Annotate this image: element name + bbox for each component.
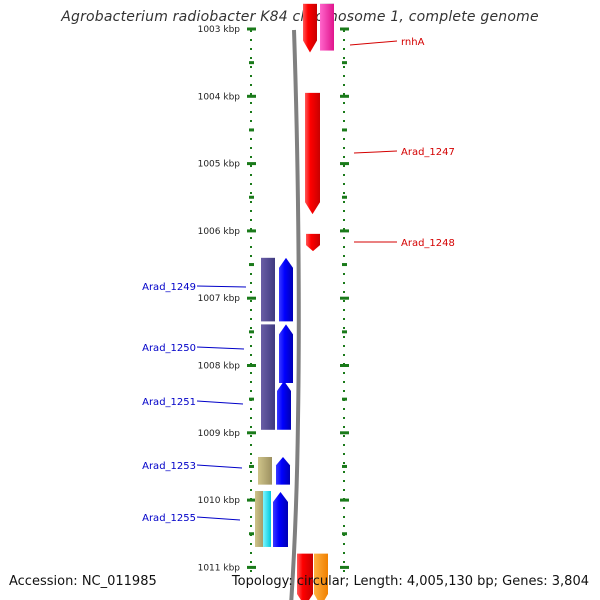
left-minor-tick bbox=[249, 532, 254, 536]
left-minor-tick bbox=[249, 128, 254, 132]
gene-box-arad-1250 bbox=[261, 324, 275, 430]
right-minor-tick bbox=[342, 397, 347, 401]
genome-summary: Topology: circular; Length: 4,005,130 bp… bbox=[231, 574, 589, 589]
gene-features bbox=[255, 3, 334, 600]
gene-arrow-arad-1247[interactable] bbox=[305, 92, 320, 215]
right-tick-mark bbox=[340, 565, 349, 569]
gene-arrow-arad-1255[interactable] bbox=[273, 492, 288, 547]
left-tick-mark bbox=[247, 431, 256, 435]
gene-box-arad-1253 bbox=[258, 456, 272, 485]
gene-arrow-bottom-orange[interactable] bbox=[314, 553, 328, 600]
tick-label: 1008 kbp bbox=[198, 362, 241, 372]
left-tick-mark bbox=[247, 565, 256, 569]
right-minor-tick bbox=[342, 195, 347, 199]
tick-label: 1004 kbp bbox=[198, 92, 241, 102]
left-minor-tick bbox=[249, 263, 254, 267]
gene-label-rnha[interactable]: rnhA bbox=[401, 37, 425, 48]
right-minor-tick bbox=[342, 128, 347, 132]
gene-label-arad-1253[interactable]: Arad_1253 bbox=[142, 461, 196, 472]
map-title: Agrobacterium radiobacter K84 chromosome… bbox=[61, 9, 539, 25]
left-minor-tick bbox=[249, 195, 254, 199]
right-minor-tick bbox=[342, 263, 347, 267]
left-tick-mark bbox=[247, 498, 256, 502]
left-minor-tick bbox=[249, 464, 254, 468]
gene-box-rnha-pink bbox=[320, 3, 334, 51]
right-minor-tick bbox=[342, 61, 347, 65]
gene-label-arad-1249-leader bbox=[196, 285, 247, 288]
left-tick-mark bbox=[247, 229, 256, 233]
right-tick-mark bbox=[340, 27, 349, 31]
gene-label-arad-1248[interactable]: Arad_1248 bbox=[401, 238, 455, 249]
gene-label-arad-1255-leader bbox=[196, 516, 241, 521]
tick-label: 1010 kbp bbox=[198, 496, 241, 506]
gene-label-arad-1250[interactable]: Arad_1250 bbox=[142, 343, 196, 354]
backbone-line bbox=[289, 29, 301, 600]
gene-label-arad-1247[interactable]: Arad_1247 bbox=[401, 147, 455, 158]
left-tick-mark bbox=[247, 27, 256, 31]
tick-label: 1006 kbp bbox=[198, 227, 241, 237]
right-tick-mark bbox=[340, 364, 349, 367]
accession-label: Accession: NC_011985 bbox=[9, 574, 157, 589]
right-tick-mark bbox=[340, 229, 349, 233]
gene-arrow-arad-1249[interactable] bbox=[279, 257, 293, 322]
tick-label: 1009 kbp bbox=[198, 429, 241, 439]
right-tick-mark bbox=[340, 296, 349, 300]
gene-label-arad-1249[interactable]: Arad_1249 bbox=[142, 282, 196, 293]
right-minor-tick bbox=[342, 464, 347, 468]
gene-label-arad-1250-leader bbox=[196, 346, 245, 350]
right-tick-mark bbox=[340, 498, 349, 502]
gene-label-arad-1251[interactable]: Arad_1251 bbox=[142, 397, 196, 408]
left-minor-tick bbox=[249, 397, 254, 401]
gene-box-arad-1255-cyan bbox=[263, 491, 271, 547]
left-tick-mark bbox=[247, 364, 256, 367]
gene-arrow-arad-1248[interactable] bbox=[306, 233, 320, 252]
gene-arrow-arad-1253[interactable] bbox=[276, 456, 290, 485]
right-tick-mark bbox=[340, 162, 349, 166]
right-minor-tick bbox=[342, 330, 347, 334]
gene-label-arad-1247-leader bbox=[353, 150, 398, 154]
tick-label: 1007 kbp bbox=[198, 294, 241, 304]
gene-arrow-bottom-red[interactable] bbox=[297, 553, 313, 600]
gene-arrow-arad-1251[interactable] bbox=[277, 380, 291, 430]
left-minor-tick bbox=[249, 330, 254, 334]
tick-label: 1005 kbp bbox=[198, 160, 241, 170]
gene-box-arad-1255-khaki bbox=[255, 491, 265, 547]
left-minor-tick bbox=[249, 61, 254, 65]
right-tick-mark bbox=[340, 431, 349, 435]
gene-arrow-rnha[interactable] bbox=[303, 3, 317, 53]
gene-box-arad-1249 bbox=[261, 257, 275, 322]
gene-labels: rnhA Arad_1247 Arad_1248 Arad_1249 Arad_1250… bbox=[142, 37, 455, 524]
gene-label-arad-1255[interactable]: Arad_1255 bbox=[142, 513, 196, 524]
gene-arrow-arad-1250[interactable] bbox=[279, 324, 293, 383]
left-tick-mark bbox=[247, 162, 256, 166]
tick-label: 1003 kbp bbox=[198, 25, 241, 35]
gene-label-arad-1251-leader bbox=[196, 400, 244, 405]
left-tick-mark bbox=[247, 296, 256, 300]
right-tick-mark bbox=[340, 94, 349, 98]
gene-label-rnha-leader bbox=[349, 40, 398, 46]
tick-label: 1011 kbp bbox=[198, 563, 241, 573]
right-minor-tick bbox=[342, 532, 347, 536]
scale-ticks: 1003 kbp 1004 kbp 1005 kbp 1006 kbp 1007 kbp… bbox=[198, 25, 349, 573]
left-tick-mark bbox=[247, 94, 256, 98]
gene-label-arad-1253-leader bbox=[196, 464, 243, 469]
